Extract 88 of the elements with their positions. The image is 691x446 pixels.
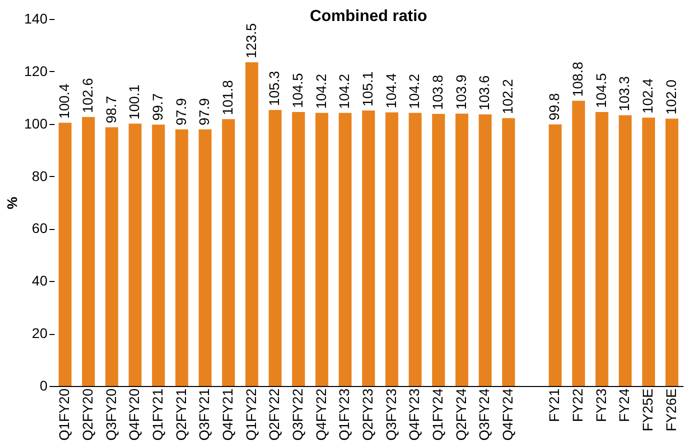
chart-title: Combined ratio — [310, 8, 428, 25]
data-label: 102.2 — [500, 78, 516, 114]
bar — [82, 117, 95, 386]
x-tick-label: Q3FY24 — [476, 388, 492, 441]
bar — [222, 119, 235, 386]
y-tick-label: 80 — [32, 168, 48, 184]
x-tick-label: FY21 — [546, 388, 562, 422]
bar — [665, 118, 678, 386]
data-label: 101.8 — [219, 80, 236, 116]
data-label: 99.8 — [546, 92, 562, 120]
bar — [58, 122, 72, 386]
x-tick-label: Q1FY23 — [336, 388, 352, 441]
bar — [362, 110, 375, 386]
data-label: 108.8 — [570, 62, 586, 97]
bar — [618, 115, 632, 386]
x-tick-label: Q1FY21 — [149, 388, 166, 441]
x-tick-label: Q1FY24 — [430, 388, 446, 441]
x-tick-label: Q3FY22 — [289, 388, 306, 441]
x-tick-label: Q3FY23 — [382, 388, 399, 441]
x-tick-label: Q1FY22 — [242, 388, 259, 441]
data-label: 105.1 — [360, 71, 376, 106]
x-tick-label: FY25E — [640, 388, 656, 432]
y-tick-label: 20 — [32, 325, 48, 342]
bar — [548, 124, 562, 386]
bar — [432, 114, 445, 386]
bar — [292, 112, 305, 386]
x-tick-label: Q2FY20 — [79, 388, 96, 441]
y-tick-label: 40 — [32, 272, 48, 289]
data-label: 123.5 — [242, 23, 259, 58]
data-label: 104.2 — [312, 74, 329, 109]
bar — [455, 114, 468, 386]
x-tick-label: Q4FY23 — [406, 388, 422, 441]
bar — [245, 62, 258, 386]
data-label: 104.2 — [336, 74, 352, 109]
bar — [502, 118, 515, 386]
bar — [105, 127, 118, 386]
bar — [268, 110, 282, 386]
x-tick-label: Q4FY20 — [126, 388, 142, 441]
y-tick-label: 140 — [24, 10, 48, 26]
x-tick-label: FY26E — [662, 388, 679, 432]
bar — [128, 124, 142, 386]
bar — [338, 112, 352, 386]
data-label: 105.3 — [266, 70, 282, 106]
x-tick-label: FY23 — [592, 388, 609, 422]
data-label: 97.9 — [172, 98, 189, 126]
x-tick-label: FY24 — [616, 388, 632, 422]
data-label: 104.4 — [382, 73, 399, 108]
y-tick-label: 100 — [24, 115, 48, 132]
data-label: 98.7 — [102, 96, 119, 124]
data-label: 104.2 — [406, 74, 422, 109]
bar — [198, 129, 212, 386]
bar — [385, 112, 398, 386]
data-label: 104.5 — [289, 72, 306, 108]
x-tick-label: Q2FY22 — [266, 388, 282, 441]
data-label: 104.5 — [592, 72, 609, 108]
x-tick-label: Q4FY24 — [500, 388, 516, 441]
x-tick-label: Q2FY21 — [172, 388, 189, 441]
x-tick-label: FY22 — [570, 388, 586, 422]
data-label: 100.1 — [126, 84, 142, 120]
bar — [152, 124, 165, 386]
data-label: 103.3 — [616, 76, 632, 112]
bar — [408, 112, 422, 386]
bar — [642, 118, 655, 386]
y-tick-label: 120 — [24, 62, 48, 79]
data-label: 97.9 — [196, 98, 212, 126]
x-tick-label: Q4FY22 — [312, 388, 329, 441]
bar — [595, 112, 608, 386]
data-label: 102.0 — [662, 79, 679, 115]
x-tick-label: Q2FY24 — [452, 388, 469, 441]
data-label: 103.6 — [476, 75, 492, 110]
bar — [478, 114, 492, 386]
data-label: 103.9 — [452, 74, 469, 110]
bar — [572, 100, 585, 386]
y-axis-title: % — [4, 196, 20, 210]
x-tick-label: Q4FY21 — [219, 388, 236, 441]
data-label: 102.4 — [640, 78, 656, 114]
y-tick-label: 0 — [40, 378, 48, 394]
x-tick-label: Q3FY20 — [102, 388, 119, 441]
data-label: 103.8 — [430, 74, 446, 110]
data-label: 100.4 — [56, 84, 72, 119]
y-tick-label: 60 — [32, 220, 48, 236]
x-tick-label: Q3FY21 — [196, 388, 212, 441]
data-label: 99.7 — [149, 93, 166, 121]
data-label: 102.6 — [79, 78, 96, 114]
x-tick-label: Q2FY23 — [360, 388, 376, 441]
x-tick-label: Q1FY20 — [56, 388, 72, 441]
bar — [315, 112, 328, 386]
bar — [175, 129, 188, 386]
